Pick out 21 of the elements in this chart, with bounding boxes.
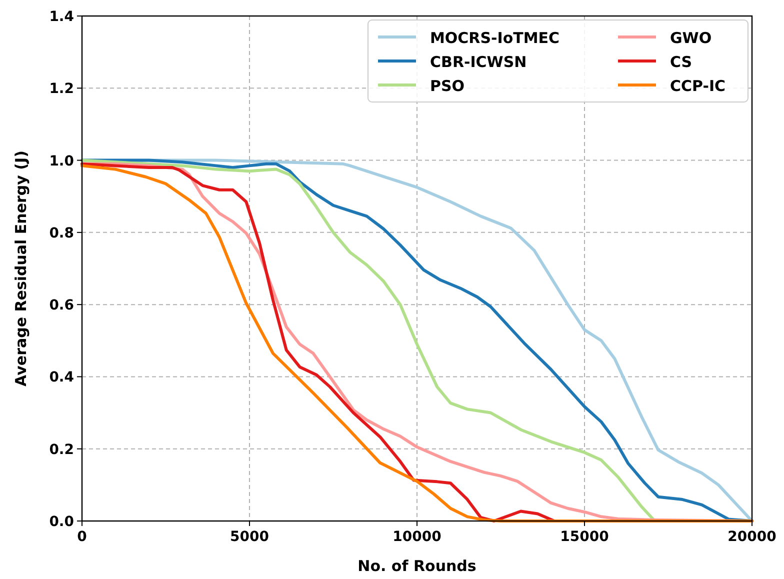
y-tick-label: 0.2 [49,442,74,458]
y-tick-label: 0.0 [49,514,74,530]
x-tick-label: 15000 [560,529,610,545]
y-axis-title: Average Residual Energy (J) [12,150,30,386]
x-tick-label: 5000 [230,529,270,545]
y-tick-label: 1.0 [49,153,74,170]
legend-label: GWO [670,29,712,47]
legend-label: PSO [430,77,465,95]
y-tick-label: 1.2 [49,81,74,98]
x-axis-title: No. of Rounds [358,557,476,575]
x-tick-label: 0 [77,529,88,545]
x-tick-label: 10000 [392,529,442,545]
y-tick-label: 0.8 [49,225,74,242]
legend-label: CS [670,53,692,71]
y-tick-label: 1.4 [49,9,74,25]
legend-label: CBR-ICWSN [430,53,527,71]
y-tick-label: 0.4 [49,370,74,386]
legend-label: CCP-IC [670,77,726,95]
legend-label: MOCRS-IoTMEC [430,29,560,47]
y-tick-label: 0.6 [49,298,74,314]
x-tick-label: 20000 [728,529,777,545]
